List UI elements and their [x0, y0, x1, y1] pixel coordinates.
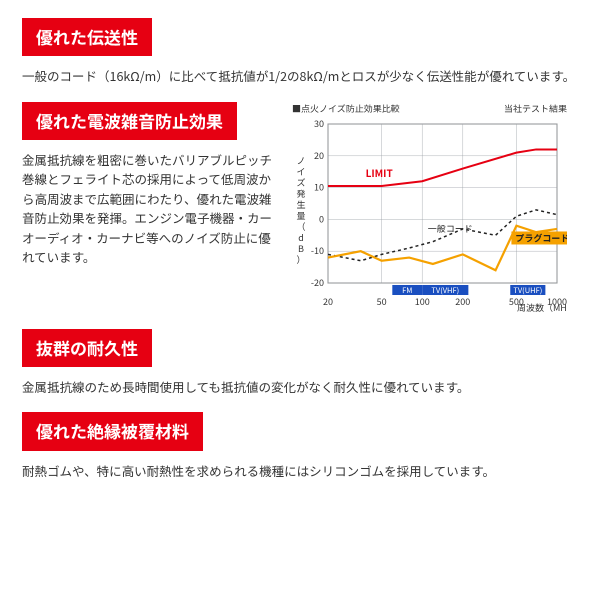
- svg-text:FM: FM: [402, 285, 412, 296]
- noise-chart: 点火ノイズ防止効果比較 当社テスト結果 -20 -10 0 10 20 30 20 50 100…: [292, 102, 567, 313]
- body-insulation: 耐熱ゴムや、特に高い耐熱性を求められる機種にはシリコンゴムを採用しています。: [22, 461, 578, 480]
- section-insulation: 優れた絶縁被覆材料 耐熱ゴムや、特に高い耐熱性を求められる機種にはシリコンゴムを…: [22, 412, 578, 480]
- chart-svg: -20-10010203020501002005001000FMTV(VHF)T…: [292, 118, 567, 313]
- heading-insulation: 優れた絶縁被覆材料: [22, 412, 203, 450]
- heading-durability: 抜群の耐久性: [22, 329, 152, 367]
- svg-text:-10: -10: [311, 244, 324, 257]
- svg-text:0: 0: [319, 212, 324, 225]
- svg-text:10: 10: [314, 180, 324, 193]
- svg-text:）: ）: [296, 253, 305, 266]
- svg-text:LIMIT: LIMIT: [366, 165, 393, 180]
- svg-text:100: 100: [415, 295, 430, 308]
- section-noise: 優れた電波雑音防止効果 金属抵抗線を粗密に巻いたバリアブルピッチ巻線とフェライト…: [22, 102, 578, 313]
- section-durability: 抜群の耐久性 金属抵抗線のため長時間使用しても抵抗値の変化がなく耐久性に優れてい…: [22, 329, 578, 397]
- body-durability: 金属抵抗線のため長時間使用しても抵抗値の変化がなく耐久性に優れています。: [22, 377, 578, 396]
- heading-transmission: 優れた伝送性: [22, 18, 152, 56]
- svg-text:30: 30: [314, 118, 324, 130]
- svg-text:TV(UHF): TV(UHF): [513, 285, 542, 296]
- svg-text:一般コード: 一般コード: [428, 222, 473, 235]
- svg-text:-20: -20: [311, 276, 324, 289]
- heading-noise: 優れた電波雑音防止効果: [22, 102, 237, 140]
- svg-text:20: 20: [314, 148, 324, 161]
- svg-text:周波数（MHz）: 周波数（MHz）: [517, 301, 567, 313]
- svg-text:20: 20: [323, 295, 333, 308]
- chart-subtitle: 当社テスト結果: [504, 102, 567, 116]
- chart-title: 点火ノイズ防止効果比較: [292, 102, 400, 116]
- body-transmission: 一般のコード（16kΩ/m）に比べて抵抗値が1/2の8kΩ/mとロスが少なく伝送…: [22, 66, 578, 85]
- svg-text:TV(VHF): TV(VHF): [431, 285, 459, 296]
- svg-text:200: 200: [455, 295, 470, 308]
- svg-text:プラグコード: プラグコード: [515, 231, 567, 244]
- section-transmission: 優れた伝送性 一般のコード（16kΩ/m）に比べて抵抗値が1/2の8kΩ/mとロ…: [22, 18, 578, 86]
- body-noise: 金属抵抗線を粗密に巻いたバリアブルピッチ巻線とフェライト芯の採用によって低周波か…: [22, 150, 282, 266]
- svg-text:50: 50: [377, 295, 387, 308]
